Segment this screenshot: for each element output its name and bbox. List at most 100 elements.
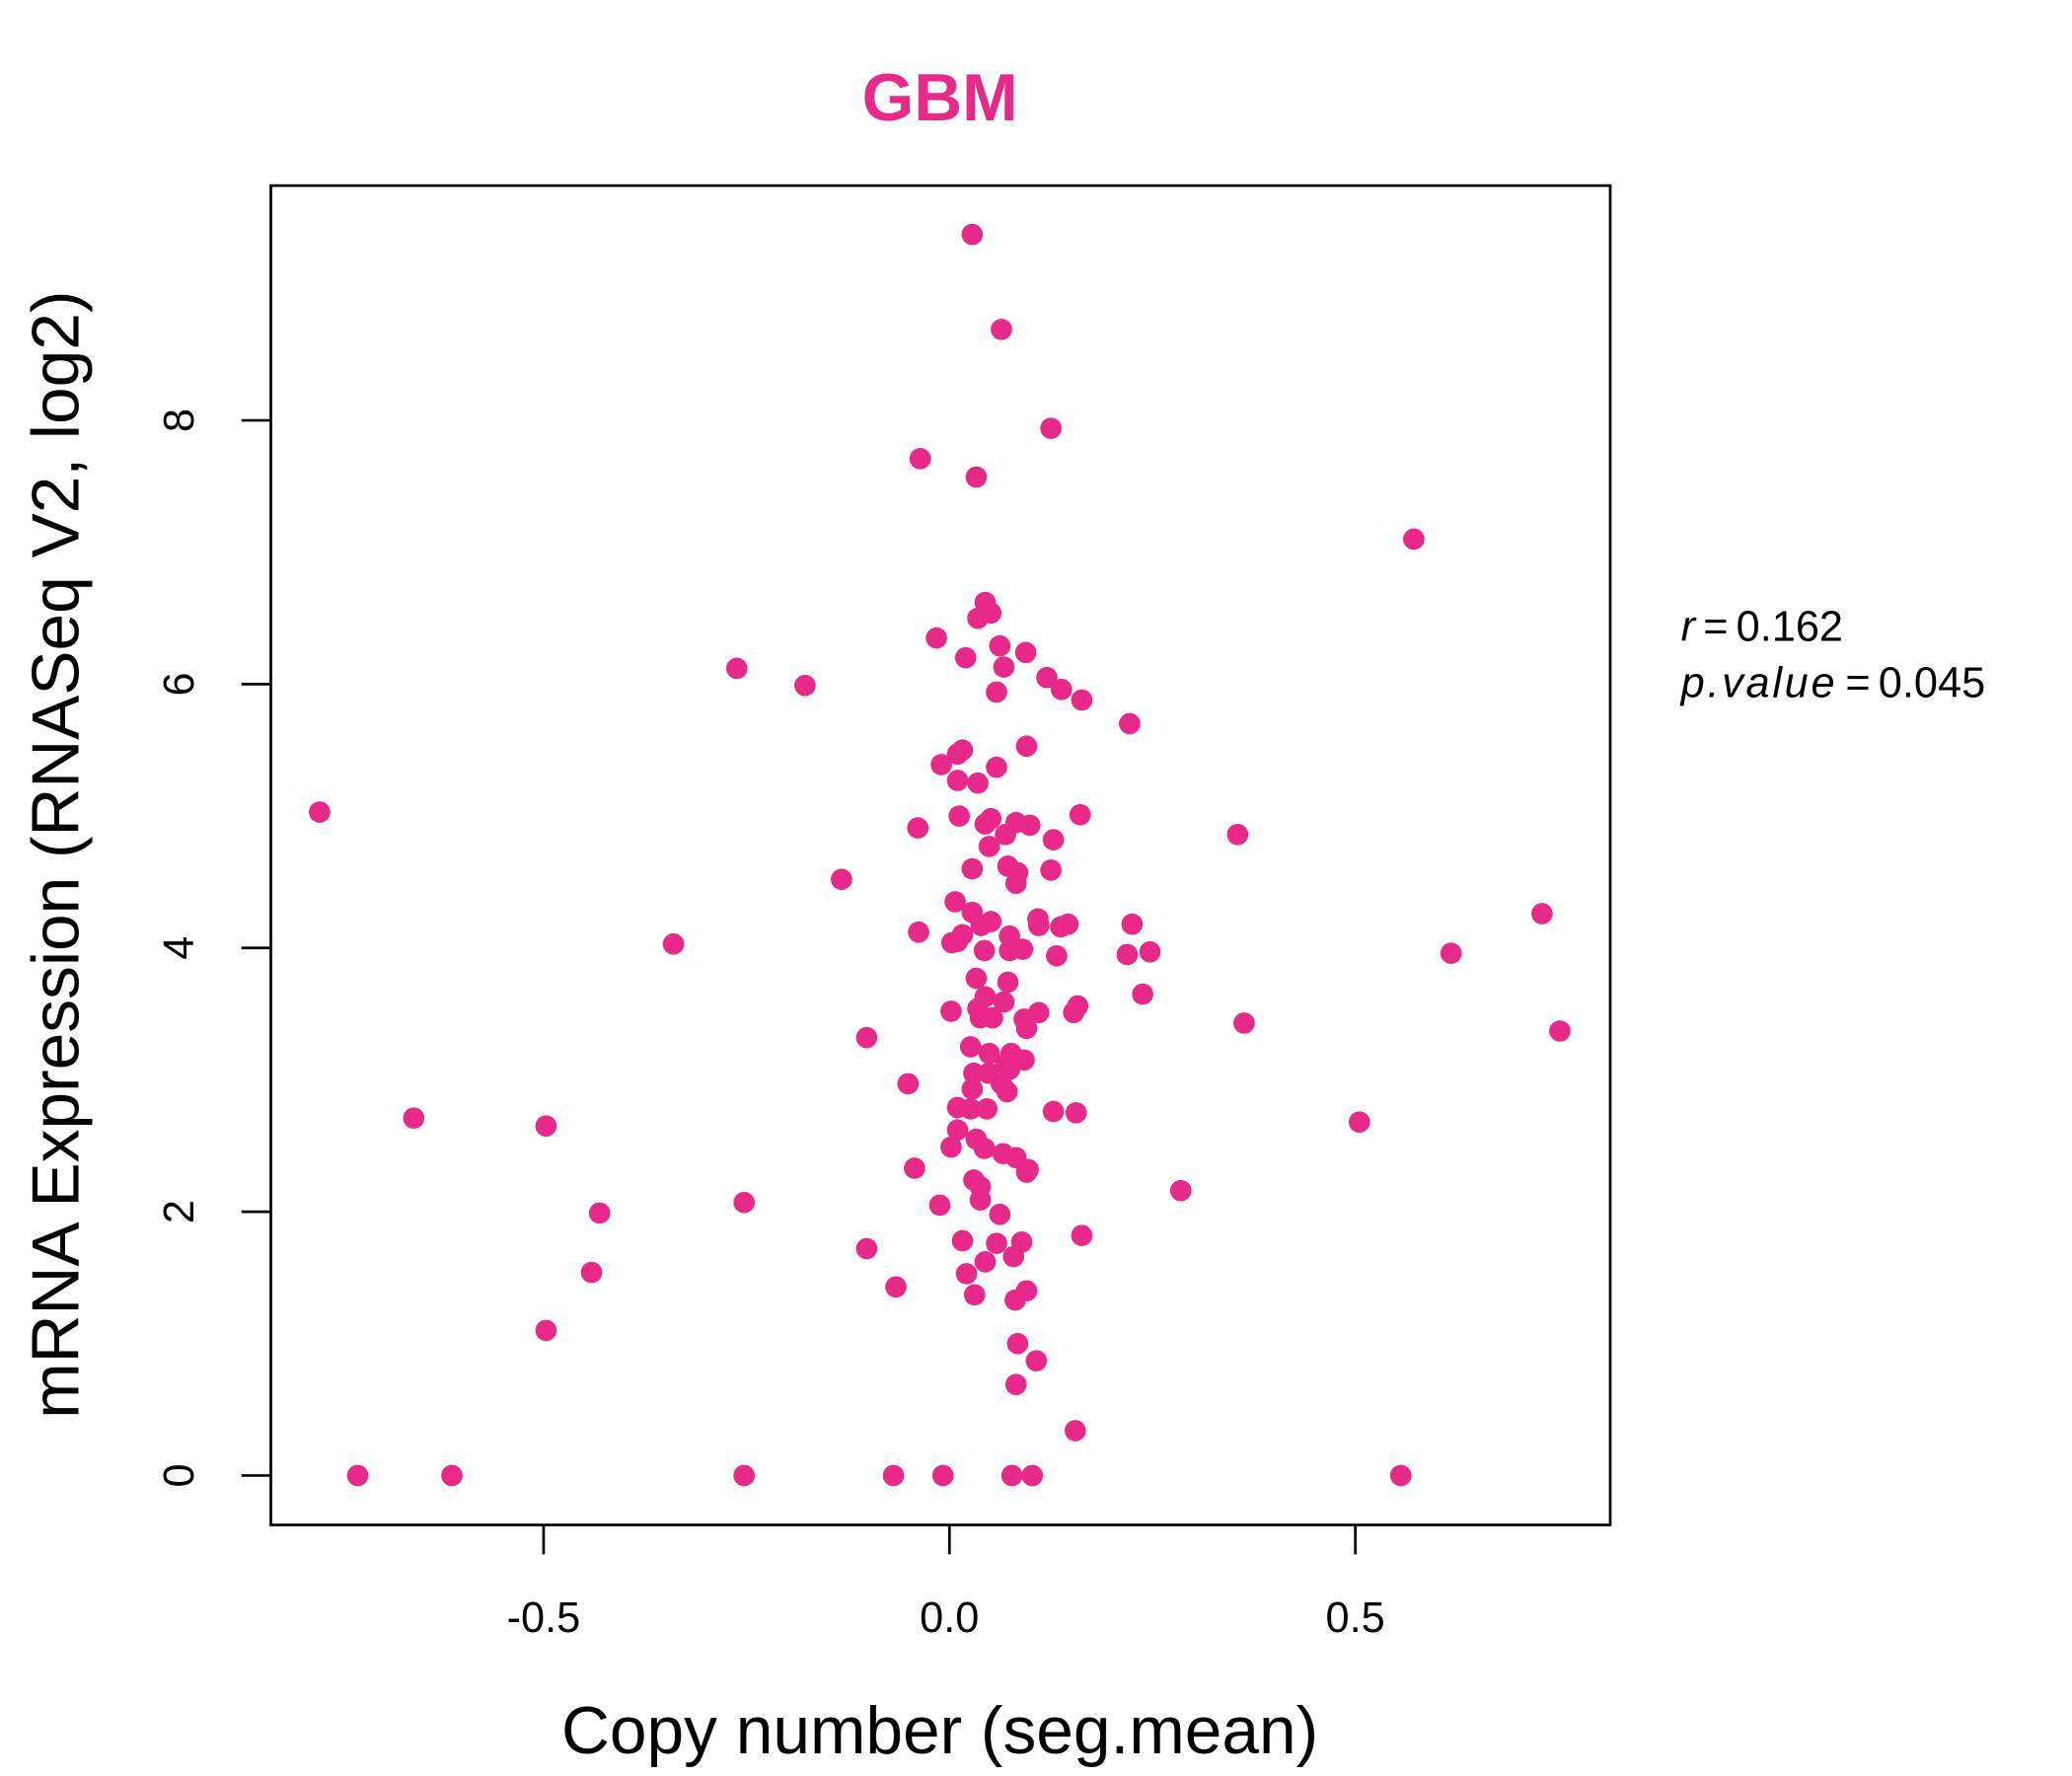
plot-frame [269, 184, 1612, 1526]
y-tick-label: 4 [156, 936, 203, 960]
data-point [580, 1261, 603, 1284]
data-point [535, 1115, 557, 1138]
data-point [955, 1263, 978, 1285]
data-point [1348, 1111, 1370, 1134]
data-point [1002, 1245, 1025, 1268]
data-point [1025, 1350, 1048, 1371]
data-point [1226, 823, 1249, 846]
data-point [733, 1464, 755, 1487]
data-point [965, 967, 988, 990]
data-point [976, 1098, 998, 1120]
r-label: r [1681, 604, 1697, 651]
data-point [959, 1098, 982, 1120]
data-point [1050, 678, 1073, 701]
data-point [1018, 814, 1041, 837]
data-point [1065, 1102, 1087, 1124]
data-point [1063, 1001, 1084, 1024]
data-point [944, 891, 966, 913]
data-point [309, 801, 331, 823]
svg-text:p.value=0.045: p.value = 0.045 [1679, 659, 1985, 706]
data-point [1121, 913, 1144, 935]
p-label: p.value [1679, 659, 1838, 706]
data-point [1004, 1289, 1026, 1311]
data-point [997, 971, 1019, 994]
p-value: 0.045 [1879, 659, 1985, 706]
data-point [963, 1284, 986, 1306]
data-point [989, 634, 1011, 657]
data-point [961, 223, 984, 246]
data-point [1064, 1420, 1086, 1442]
data-point [986, 681, 1007, 703]
data-point [954, 646, 977, 669]
data-point [403, 1107, 425, 1130]
data-point [940, 1136, 962, 1158]
data-point [1036, 666, 1058, 689]
data-point [831, 868, 852, 891]
data-point [978, 835, 1000, 857]
data-point [925, 627, 947, 649]
data-point [946, 743, 969, 766]
data-point [885, 1276, 907, 1298]
data-point [930, 754, 952, 776]
x-tick-label: 0.5 [1326, 1594, 1385, 1642]
data-point [967, 607, 989, 629]
data-point [855, 1026, 878, 1049]
data-point [1015, 735, 1038, 758]
data-point [855, 1237, 878, 1260]
data-point [1042, 1100, 1065, 1123]
data-point [733, 1191, 755, 1214]
y-tick-label: 6 [156, 672, 203, 696]
data-point [794, 674, 816, 697]
data-point [993, 656, 1015, 678]
data-point [1021, 1464, 1044, 1487]
data-point [1014, 641, 1037, 664]
chart-title: GBM [862, 61, 1018, 135]
y-tick-label: 0 [156, 1463, 203, 1487]
data-point [928, 1194, 951, 1217]
data-point [991, 318, 1012, 340]
data-point [1069, 803, 1091, 826]
data-point [986, 1232, 1007, 1255]
data-point [1042, 829, 1065, 851]
data-point [973, 1138, 996, 1159]
data-point [948, 805, 970, 827]
data-point [1046, 944, 1068, 967]
data-point [662, 932, 685, 955]
data-point [1011, 938, 1034, 960]
data-point [982, 1006, 1003, 1029]
data-point [951, 1229, 974, 1252]
data-point [967, 772, 989, 794]
data-point [1027, 915, 1050, 936]
data-point [940, 931, 963, 954]
y-tick-label: 2 [156, 1200, 203, 1223]
data-point [1040, 417, 1062, 439]
data-point [1004, 872, 1027, 895]
data-point [1071, 1224, 1093, 1246]
data-point [1116, 943, 1139, 966]
data-point [909, 447, 931, 470]
data-point [908, 921, 929, 943]
data-point [989, 1203, 1011, 1225]
data-point [725, 657, 748, 680]
data-point [959, 1036, 982, 1058]
data-point [996, 1080, 1018, 1103]
data-point [904, 1157, 925, 1179]
data-point [974, 813, 997, 835]
r-value: 0.162 [1737, 604, 1843, 651]
svg-text:r=0.162: r = 0.162 [1681, 604, 1843, 651]
data-point [882, 1464, 905, 1487]
data-point [1071, 689, 1093, 711]
data-point [1549, 1020, 1571, 1042]
data-point [346, 1464, 369, 1487]
data-point [1040, 859, 1062, 881]
data-point [970, 915, 993, 936]
data-point [1050, 916, 1072, 938]
data-point [441, 1464, 463, 1487]
data-point [1440, 942, 1462, 964]
data-point [1000, 1464, 1023, 1487]
data-point [1015, 1161, 1038, 1183]
data-point [1006, 1332, 1029, 1355]
correlation-annotation: r = 0.162 p.value = 0.045 [1679, 604, 1985, 707]
data-point [974, 1251, 997, 1273]
